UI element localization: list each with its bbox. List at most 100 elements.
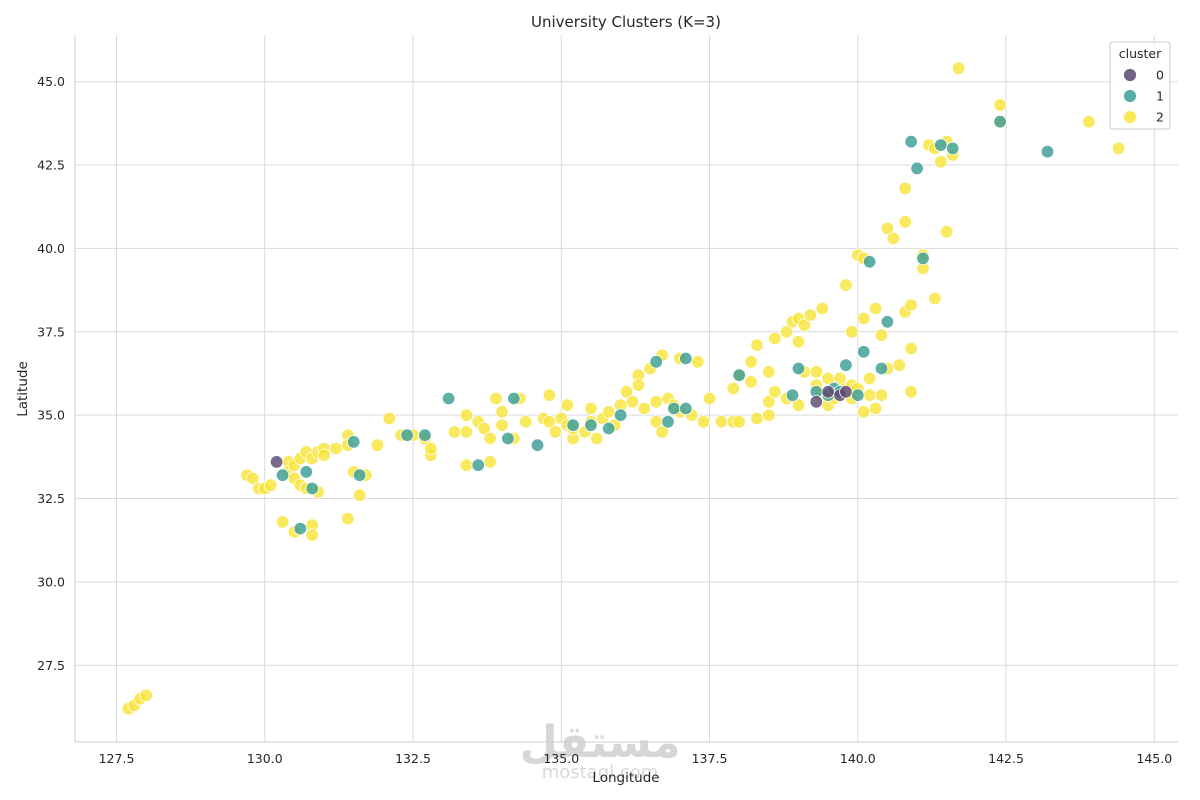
cluster-2-point — [459, 425, 474, 439]
cluster-1-point — [862, 255, 877, 269]
cluster-2-point — [560, 398, 574, 412]
legend: cluster 0 1 2 — [1109, 41, 1171, 130]
cluster-2-point — [691, 355, 705, 369]
cluster-2-point — [317, 448, 331, 462]
cluster-2-point — [246, 471, 260, 486]
cluster-1-point — [613, 408, 628, 422]
cluster-1-point — [934, 138, 948, 152]
cluster-2-point — [940, 225, 954, 239]
x-tick-label: 130.0 — [247, 751, 283, 766]
cluster-2-point — [424, 441, 438, 456]
legend-label-2: 2 — [1156, 110, 1164, 125]
cluster-2-point — [631, 378, 646, 392]
cluster-1-point — [851, 388, 865, 402]
cluster-1-point — [667, 401, 681, 416]
cluster-2-point — [264, 478, 278, 492]
cluster-2-point — [459, 458, 474, 472]
cluster-1-point — [679, 401, 693, 416]
data-points — [121, 61, 1126, 716]
cluster-2-point — [892, 358, 907, 372]
cluster-2-point — [590, 431, 604, 446]
cluster-2-point — [845, 325, 859, 339]
cluster-1-point — [880, 315, 895, 329]
axes: 127.5 130.0 132.5 135.0 137.5 140.0 142.5 145.0… — [37, 35, 1178, 766]
cluster-2-point — [625, 395, 640, 409]
cluster-2-point — [744, 355, 758, 369]
x-tick-label: 132.5 — [395, 751, 431, 766]
cluster-2-point — [447, 425, 462, 439]
cluster-1-point — [530, 438, 545, 452]
cluster-2-point — [797, 318, 812, 332]
cluster-1-point — [857, 345, 871, 359]
cluster-2-point — [602, 405, 616, 419]
cluster-2-point — [762, 408, 776, 422]
cluster-2-point — [619, 385, 634, 399]
cluster-2-point — [839, 278, 853, 292]
cluster-2-point — [862, 371, 877, 386]
cluster-2-point — [868, 301, 883, 316]
cluster-2-point — [655, 425, 669, 439]
legend-marker-2 — [1123, 110, 1137, 124]
cluster-2-point — [750, 411, 764, 426]
cluster-2-point — [732, 415, 746, 429]
cluster-1-point — [299, 465, 314, 479]
cluster-2-point — [886, 231, 901, 246]
cluster-1-point — [791, 361, 806, 376]
cluster-0-point — [821, 385, 835, 399]
cluster-2-point — [341, 511, 355, 526]
cluster-2-point — [1111, 141, 1126, 156]
cluster-1-point — [293, 521, 308, 536]
cluster-2-point — [904, 385, 918, 399]
cluster-2-point — [714, 415, 729, 429]
cluster-2-point — [726, 381, 740, 396]
cluster-2-point — [779, 325, 794, 339]
cluster-2-point — [382, 411, 397, 426]
legend-label-1: 1 — [1156, 89, 1164, 104]
cluster-2-point — [791, 398, 806, 412]
cluster-2-point — [139, 688, 153, 703]
cluster-1-point — [1040, 144, 1055, 159]
cluster-0-point — [269, 455, 284, 469]
cluster-1-point — [785, 388, 800, 402]
cluster-1-point — [501, 431, 515, 446]
y-tick-label: 35.0 — [37, 408, 65, 423]
cluster-1-point — [839, 358, 853, 372]
legend-marker-1 — [1123, 89, 1137, 103]
chart-title: University Clusters (K=3) — [531, 13, 721, 31]
x-tick-label: 145.0 — [1136, 751, 1172, 766]
cluster-2-point — [275, 515, 290, 529]
cluster-1-point — [910, 161, 924, 176]
cluster-2-point — [762, 395, 776, 409]
cluster-2-point — [993, 98, 1007, 112]
cluster-0-point — [809, 395, 824, 409]
cluster-1-point — [471, 458, 485, 472]
cluster-1-point — [946, 141, 960, 156]
y-axis-title: Latitude — [15, 361, 31, 417]
cluster-1-point — [418, 428, 432, 442]
x-tick-label: 140.0 — [840, 751, 876, 766]
cluster-1-point — [441, 391, 456, 406]
cluster-0-point — [839, 385, 853, 399]
cluster-2-point — [370, 438, 385, 452]
cluster-1-point — [993, 114, 1007, 129]
cluster-1-point — [566, 418, 580, 432]
x-tick-label: 135.0 — [543, 751, 579, 766]
cluster-1-point — [352, 468, 367, 482]
cluster-2-point — [489, 391, 503, 406]
y-tick-label: 45.0 — [37, 74, 65, 89]
cluster-2-point — [809, 365, 824, 379]
cluster-2-point — [833, 371, 847, 386]
cluster-2-point — [637, 401, 652, 416]
cluster-2-point — [495, 405, 509, 419]
cluster-2-point — [898, 215, 912, 229]
legend-title: cluster — [1119, 46, 1162, 61]
cluster-2-point — [768, 385, 782, 399]
cluster-1-point — [275, 468, 290, 482]
cluster-2-point — [477, 421, 491, 436]
cluster-2-point — [768, 331, 782, 346]
y-tick-label: 42.5 — [37, 158, 65, 173]
y-tick-label: 30.0 — [37, 574, 65, 589]
x-tick-label: 127.5 — [99, 751, 135, 766]
cluster-1-point — [874, 361, 889, 376]
